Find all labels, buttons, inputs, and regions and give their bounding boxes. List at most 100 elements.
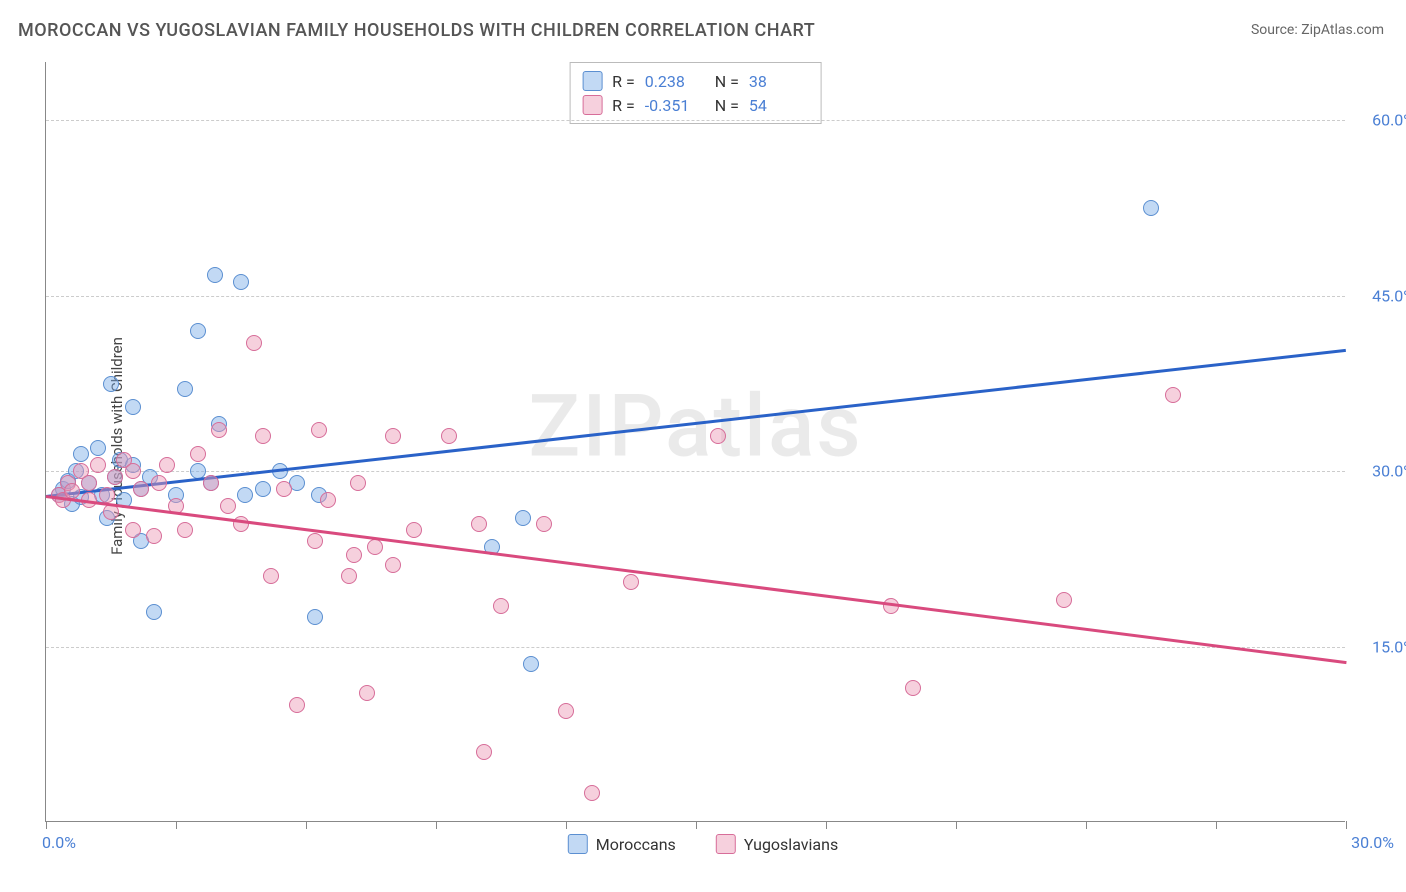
- data-point: [623, 574, 639, 590]
- x-tick: [1086, 821, 1087, 829]
- data-point: [367, 539, 383, 555]
- trend-line: [46, 348, 1346, 497]
- data-point: [190, 323, 206, 339]
- data-point: [125, 522, 141, 538]
- n-label: N =: [715, 96, 739, 115]
- data-point: [471, 516, 487, 532]
- data-point: [441, 428, 457, 444]
- legend-item-moroccans: Moroccans: [568, 834, 676, 854]
- x-tick: [956, 821, 957, 829]
- data-point: [311, 422, 327, 438]
- data-point: [125, 463, 141, 479]
- data-point: [90, 440, 106, 456]
- x-tick: [696, 821, 697, 829]
- data-point: [523, 656, 539, 672]
- legend-stats-row: R = 0.238 N = 38: [582, 69, 809, 93]
- y-tick-label: 45.0%: [1355, 286, 1406, 305]
- n-value: 38: [749, 72, 809, 91]
- data-point: [159, 457, 175, 473]
- data-point: [107, 469, 123, 485]
- data-point: [99, 487, 115, 503]
- source-attribution: Source: ZipAtlas.com: [1251, 22, 1384, 38]
- grid-line: [46, 120, 1345, 121]
- data-point: [146, 528, 162, 544]
- n-label: N =: [715, 72, 739, 91]
- r-label: R =: [612, 96, 635, 115]
- data-point: [73, 446, 89, 462]
- data-point: [536, 516, 552, 532]
- y-tick-label: 30.0%: [1355, 462, 1406, 481]
- x-axis-min-label: 0.0%: [42, 833, 76, 852]
- data-point: [493, 598, 509, 614]
- data-point: [307, 533, 323, 549]
- data-point: [133, 481, 149, 497]
- legend-item-yugoslavians: Yugoslavians: [716, 834, 838, 854]
- x-tick: [826, 821, 827, 829]
- legend-label: Yugoslavians: [744, 835, 838, 854]
- x-tick: [306, 821, 307, 829]
- r-label: R =: [612, 72, 635, 91]
- data-point: [276, 481, 292, 497]
- x-tick: [46, 821, 47, 829]
- data-point: [255, 481, 271, 497]
- data-point: [177, 522, 193, 538]
- data-point: [406, 522, 422, 538]
- data-point: [710, 428, 726, 444]
- grid-line: [46, 647, 1345, 648]
- data-point: [90, 457, 106, 473]
- data-point: [905, 680, 921, 696]
- data-point: [584, 785, 600, 801]
- data-point: [233, 274, 249, 290]
- data-point: [515, 510, 531, 526]
- source-value: ZipAtlas.com: [1301, 22, 1384, 38]
- x-tick: [436, 821, 437, 829]
- legend-swatch-icon: [568, 834, 588, 854]
- data-point: [1165, 387, 1181, 403]
- data-point: [341, 568, 357, 584]
- r-value: 0.238: [645, 72, 705, 91]
- legend-swatch-icon: [582, 95, 602, 115]
- data-point: [289, 697, 305, 713]
- data-point: [263, 568, 279, 584]
- data-point: [190, 446, 206, 462]
- trend-line: [46, 495, 1346, 664]
- data-point: [476, 744, 492, 760]
- legend-stats-box: R =0.238N =38R =-0.351N =54: [569, 62, 822, 124]
- n-value: 54: [749, 96, 809, 115]
- source-label: Source:: [1251, 22, 1298, 38]
- legend-swatch-icon: [716, 834, 736, 854]
- data-point: [203, 475, 219, 491]
- data-point: [103, 376, 119, 392]
- y-tick-label: 15.0%: [1355, 637, 1406, 656]
- data-point: [220, 498, 236, 514]
- x-tick: [566, 821, 567, 829]
- data-point: [237, 487, 253, 503]
- data-point: [385, 428, 401, 444]
- data-point: [125, 399, 141, 415]
- grid-line: [46, 296, 1345, 297]
- x-tick: [1216, 821, 1217, 829]
- plot-area: ZIPatlas R =0.238N =38R =-0.351N =54 15.…: [45, 62, 1345, 822]
- data-point: [1056, 592, 1072, 608]
- chart-title: MOROCCAN VS YUGOSLAVIAN FAMILY HOUSEHOLD…: [18, 20, 815, 41]
- data-point: [81, 475, 97, 491]
- data-point: [346, 547, 362, 563]
- legend-swatch-icon: [582, 71, 602, 91]
- data-point: [151, 475, 167, 491]
- data-point: [1143, 200, 1159, 216]
- data-point: [350, 475, 366, 491]
- data-point: [359, 685, 375, 701]
- legend-label: Moroccans: [596, 835, 676, 854]
- data-point: [320, 492, 336, 508]
- x-tick: [1346, 821, 1347, 829]
- data-point: [146, 604, 162, 620]
- data-point: [558, 703, 574, 719]
- data-point: [211, 422, 227, 438]
- y-tick-label: 60.0%: [1355, 111, 1406, 130]
- legend-stats-row: R =-0.351N =54: [582, 93, 809, 117]
- data-point: [255, 428, 271, 444]
- data-point: [246, 335, 262, 351]
- data-point: [307, 609, 323, 625]
- watermark: ZIPatlas: [528, 376, 862, 477]
- x-axis-max-label: 30.0%: [1351, 833, 1394, 852]
